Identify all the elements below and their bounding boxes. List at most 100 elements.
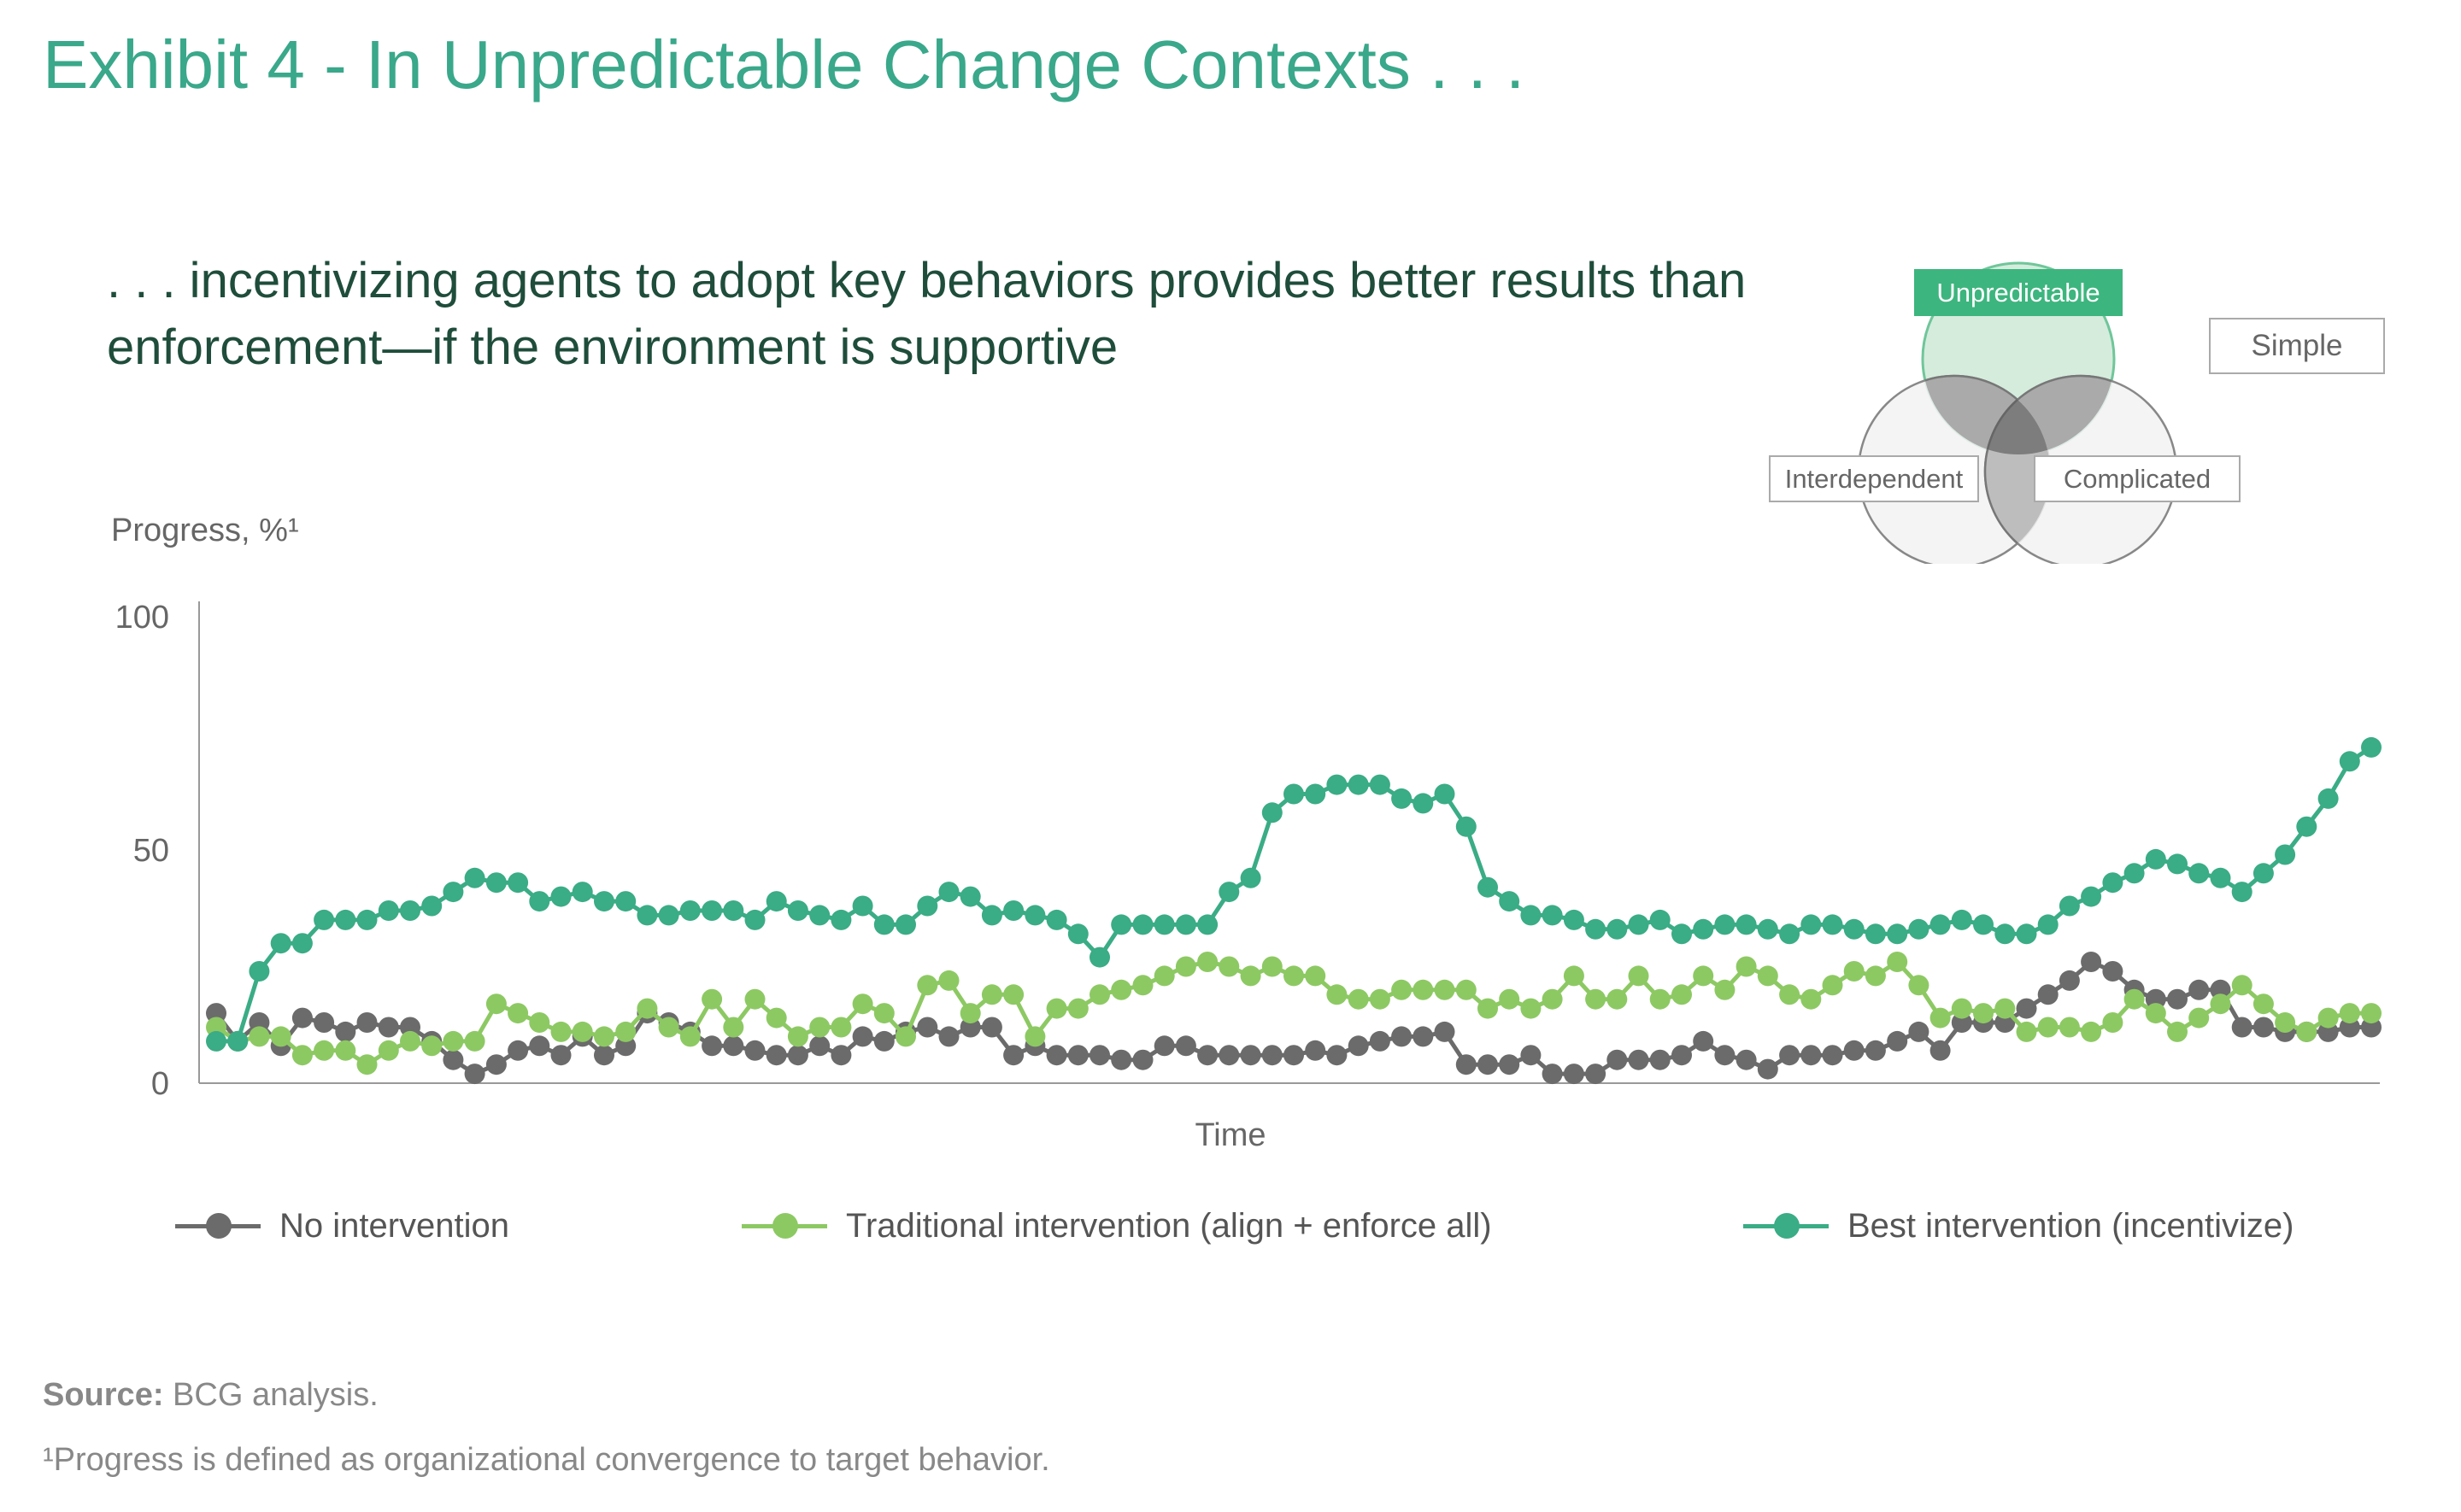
series-1-point <box>1391 979 1413 1000</box>
series-0-point <box>1455 1054 1477 1075</box>
y-tick-label: 0 <box>151 1066 169 1102</box>
series-1-point <box>1973 1003 1994 1024</box>
series-1-point <box>2145 1003 2166 1024</box>
series-1-point <box>787 1026 808 1047</box>
series-2-point <box>2102 872 2123 894</box>
series-0-point <box>529 1035 550 1057</box>
series-2-point <box>206 1030 226 1052</box>
series-1-point <box>637 998 658 1019</box>
series-2-point <box>1929 914 1951 935</box>
venn-label-unpredictable: Unpredictable <box>1914 269 2123 316</box>
series-2-point <box>1973 914 1994 935</box>
series-1-point <box>809 1017 831 1038</box>
series-0-point <box>831 1045 852 1066</box>
series-1-point <box>572 1021 593 1042</box>
legend-swatch <box>1743 1200 1829 1251</box>
series-1-point <box>1671 984 1692 1005</box>
series-1-point <box>1090 984 1110 1005</box>
series-1-point <box>485 993 507 1015</box>
legend-dot <box>772 1213 798 1239</box>
series-2-point <box>1348 774 1369 795</box>
series-0-point <box>1908 1021 1929 1042</box>
series-0-point <box>443 1049 464 1070</box>
y-axis-label: Progress, %¹ <box>111 513 299 548</box>
series-2-point <box>1003 900 1025 921</box>
series-1-point <box>917 975 938 996</box>
series-0-point <box>873 1030 895 1052</box>
series-0-point <box>1951 1012 1972 1033</box>
series-2-point <box>1305 783 1326 805</box>
series-2-point <box>421 895 443 917</box>
x-axis-label: Time <box>1195 1117 1266 1153</box>
series-1-point <box>1025 1026 1046 1047</box>
exhibit-subtitle: . . . incentivizing agents to adopt key … <box>107 253 1747 375</box>
series-2-point <box>2059 895 2080 917</box>
series-2-point <box>1154 914 1175 935</box>
series-1-point <box>2081 1021 2102 1042</box>
series-0-point <box>1326 1045 1348 1066</box>
series-2-point <box>464 867 485 888</box>
series-1-point <box>2361 1003 2382 1024</box>
legend-dot <box>206 1213 232 1239</box>
series-0-point <box>1175 1035 1196 1057</box>
series-1-point <box>1822 975 1843 996</box>
series-1-point <box>1413 979 1434 1000</box>
series-0-point <box>291 1007 313 1029</box>
series-2-point <box>679 900 701 921</box>
series-2-point <box>1477 876 1498 898</box>
series-1-point <box>896 1026 916 1047</box>
source-text: BCG analysis. <box>163 1377 379 1413</box>
series-2-point <box>1391 788 1413 809</box>
series-0-point <box>1865 1040 1886 1061</box>
series-1-point <box>1477 998 1498 1019</box>
series-1-point <box>1887 952 1908 972</box>
series-1-point <box>421 1035 443 1057</box>
series-1-point <box>679 1026 701 1047</box>
series-2-point <box>1434 783 1455 805</box>
series-1-point <box>2123 988 2145 1010</box>
series-0-point <box>766 1045 787 1066</box>
series-0-point <box>1369 1030 1390 1052</box>
footnote: ¹Progress is defined as organizational c… <box>43 1442 1050 1478</box>
series-0-point <box>1477 1054 1498 1075</box>
series-0-point <box>2361 1017 2382 1038</box>
series-2-point <box>572 882 593 903</box>
series-2-point <box>508 872 529 894</box>
series-0-point <box>1542 1064 1563 1085</box>
series-1-point <box>702 988 723 1010</box>
series-0-point <box>1693 1030 1714 1052</box>
series-1-point <box>2059 1017 2080 1038</box>
series-1-point <box>2037 1017 2059 1038</box>
series-0-point <box>1413 1026 1434 1047</box>
series-0-point <box>2102 961 2123 982</box>
series-2-point <box>1779 923 1800 945</box>
series-1-point <box>1455 979 1477 1000</box>
series-0-point <box>508 1040 529 1061</box>
series-2-point <box>1714 914 1736 935</box>
series-1-point <box>1154 965 1175 987</box>
series-1-point <box>1261 956 1283 977</box>
y-tick-label: 50 <box>133 833 169 869</box>
series-0-point <box>485 1054 507 1075</box>
series-2-point <box>291 933 313 954</box>
series-0-point <box>1736 1049 1757 1070</box>
series-0-point <box>314 1012 335 1033</box>
series-2-point <box>1283 783 1304 805</box>
series-0-point <box>1585 1064 1606 1085</box>
series-2-point <box>400 900 420 921</box>
exhibit-title: Exhibit 4 - In Unpredictable Change Cont… <box>43 26 1525 103</box>
series-2-point <box>2037 914 2059 935</box>
series-2-point <box>2188 863 2210 884</box>
series-0-point <box>1003 1045 1025 1066</box>
series-0-point <box>1800 1045 1822 1066</box>
series-0-point <box>615 1035 637 1057</box>
series-1-point <box>1175 956 1196 977</box>
series-2-point <box>1455 816 1477 837</box>
series-1-point <box>1542 988 1563 1010</box>
series-0-point <box>702 1035 723 1057</box>
series-1-point <box>2102 1012 2123 1033</box>
series-0-point <box>1067 1045 1089 1066</box>
series-1-point <box>1520 998 1542 1019</box>
series-2-point <box>917 895 938 917</box>
